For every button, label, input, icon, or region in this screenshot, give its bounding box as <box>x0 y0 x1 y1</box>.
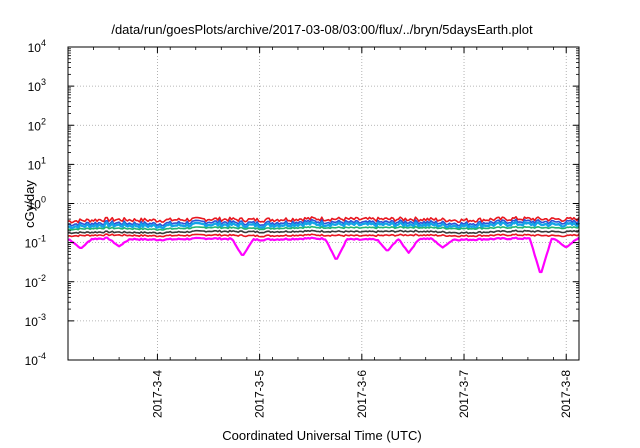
y-tick-exponent: 1 <box>41 155 46 165</box>
ticks <box>67 46 580 361</box>
y-tick-exponent: -3 <box>38 312 46 322</box>
y-tick-exponent: 4 <box>41 38 46 48</box>
y-tick-label: 102 <box>28 116 46 133</box>
series-line <box>67 233 580 238</box>
x-tick-labels: 2017-3-4 2017-3-5 2017-3-6 2017-3-7 2017-3-8 <box>150 370 573 418</box>
y-tick-label: 10-1 <box>25 234 46 251</box>
series-line <box>67 220 581 230</box>
y-tick-label: 10-2 <box>25 273 46 290</box>
y-tick-label: 10-3 <box>25 312 46 329</box>
series-line <box>67 225 580 231</box>
y-tick-exponent: -2 <box>38 273 46 283</box>
series-line <box>67 229 580 235</box>
y-axis-label: cGy/day <box>22 180 37 228</box>
x-tick-label: 2017-3-8 <box>559 370 573 418</box>
series-line <box>67 216 580 224</box>
y-tick-exponent: 2 <box>41 116 46 126</box>
series-layer <box>67 216 581 274</box>
series-line <box>67 236 580 274</box>
y-tick-label: 101 <box>28 155 46 172</box>
y-tick-exponent: -4 <box>38 351 46 361</box>
y-tick-label: 103 <box>28 77 46 94</box>
y-tick-exponent: 0 <box>41 195 46 205</box>
x-tick-label: 2017-3-6 <box>355 370 369 418</box>
chart-title: /data/run/goesPlots/archive/2017-03-08/0… <box>111 22 533 37</box>
y-tick-exponent: 3 <box>41 77 46 87</box>
y-tick-label: 10-4 <box>25 351 46 368</box>
x-tick-label: 2017-3-4 <box>150 370 164 418</box>
y-tick-label: 100 <box>28 195 46 212</box>
x-tick-label: 2017-3-7 <box>457 370 471 418</box>
x-tick-label: 2017-3-5 <box>253 370 267 418</box>
y-tick-label: 104 <box>28 38 46 55</box>
x-axis-label: Coordinated Universal Time (UTC) <box>222 428 421 443</box>
y-tick-exponent: -1 <box>38 234 46 244</box>
grid <box>68 47 579 360</box>
